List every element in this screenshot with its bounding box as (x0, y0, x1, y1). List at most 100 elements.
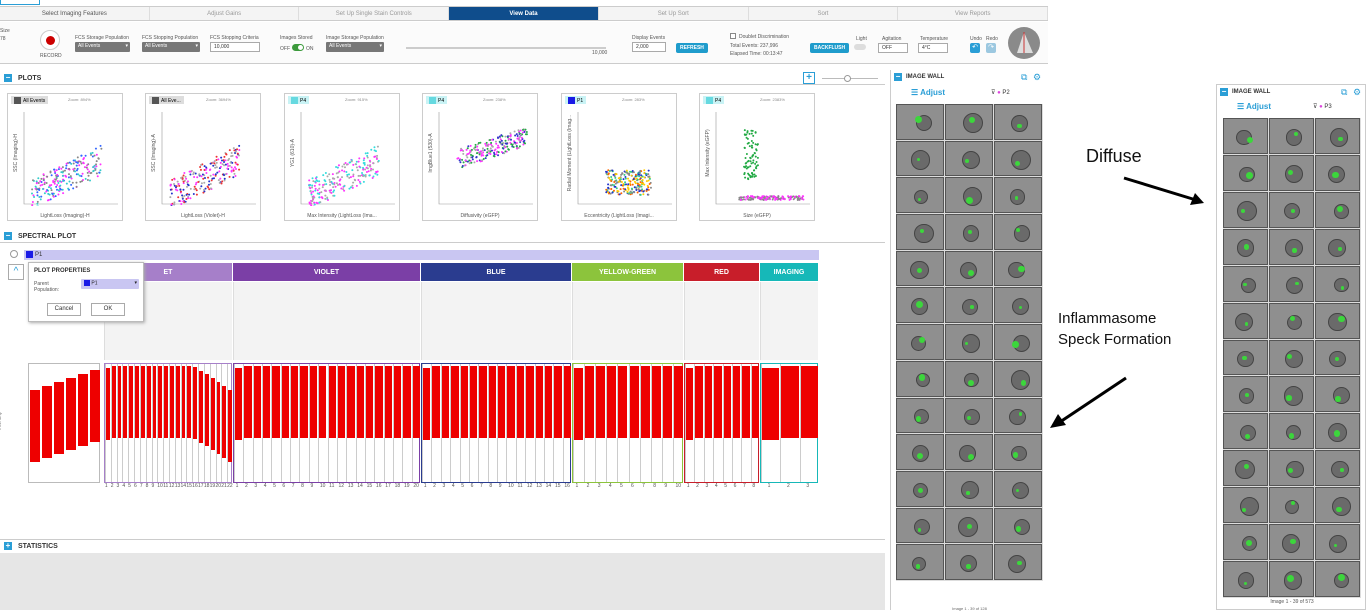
cell-image[interactable] (896, 141, 944, 177)
cell-image[interactable] (1269, 524, 1314, 560)
cell-image[interactable] (1269, 118, 1314, 154)
doublet-checkbox[interactable] (730, 33, 736, 39)
adjust-button[interactable]: ☰ Adjust (1237, 102, 1271, 111)
cell-image[interactable] (945, 361, 993, 397)
image-storage-select[interactable]: All Events (326, 42, 384, 52)
agitation-select[interactable]: OFF (878, 43, 908, 53)
pop-filter[interactable]: ⊽ ● P2 (991, 89, 1010, 96)
event-slider[interactable] (406, 47, 606, 49)
workflow-step[interactable]: Adjust Gains (150, 7, 300, 20)
cell-image[interactable] (994, 104, 1042, 140)
popout-icon[interactable]: ⧉ (1021, 72, 1027, 83)
scatter-plot[interactable] (437, 110, 535, 206)
cell-image[interactable] (1315, 413, 1360, 449)
cell-image[interactable] (1315, 229, 1360, 265)
gear-icon[interactable]: ⚙ (1353, 87, 1361, 98)
cell-image[interactable] (1269, 266, 1314, 302)
cell-image[interactable] (945, 177, 993, 213)
cell-image[interactable] (1315, 303, 1360, 339)
display-events-input[interactable]: 2,000 (632, 42, 666, 52)
workflow-step[interactable]: Select Imaging Features (0, 7, 150, 20)
pop-filter[interactable]: ⊽ ● P3 (1313, 103, 1332, 110)
cell-image[interactable] (896, 104, 944, 140)
ok-button[interactable]: OK (91, 303, 125, 316)
workflow-step[interactable]: Set Up Sort (599, 7, 749, 20)
cell-image[interactable] (896, 544, 944, 580)
cell-image[interactable] (1315, 524, 1360, 560)
cell-image[interactable] (896, 214, 944, 250)
gear-icon[interactable]: ⚙ (1033, 72, 1041, 83)
zoom-slider[interactable] (822, 78, 878, 79)
cell-image[interactable] (994, 177, 1042, 213)
expand-icon[interactable]: + (4, 542, 12, 550)
cell-image[interactable] (945, 251, 993, 287)
cell-image[interactable] (1269, 229, 1314, 265)
spectral-gain-grid[interactable] (233, 282, 420, 360)
refresh-button[interactable]: REFRESH (676, 43, 708, 53)
cell-image[interactable] (1269, 450, 1314, 486)
cell-image[interactable] (945, 544, 993, 580)
cell-image[interactable] (945, 324, 993, 360)
cell-image[interactable] (1269, 413, 1314, 449)
cell-image[interactable] (1315, 192, 1360, 228)
cell-image[interactable] (896, 251, 944, 287)
fcs-stopping-criteria-input[interactable]: 10,000 (210, 42, 260, 52)
undo-icon[interactable]: ↶ (970, 43, 980, 53)
plot-tag[interactable]: P4 (426, 96, 447, 104)
temperature-select[interactable]: 4°C (918, 43, 948, 53)
cell-image[interactable] (945, 141, 993, 177)
plot-tag[interactable]: P4 (703, 96, 724, 104)
spectral-gain-grid[interactable] (572, 282, 683, 360)
spectral-gain-grid[interactable] (421, 282, 571, 360)
backflush-button[interactable]: BACKFLUSH (810, 43, 849, 53)
cell-image[interactable] (945, 434, 993, 470)
collapse-icon[interactable]: − (1220, 88, 1228, 96)
popout-icon[interactable]: ⧉ (1341, 87, 1347, 98)
workflow-step[interactable]: Sort (749, 7, 899, 20)
cell-image[interactable] (945, 398, 993, 434)
collapse-icon[interactable]: − (894, 73, 902, 81)
cell-image[interactable] (1269, 376, 1314, 412)
cell-image[interactable] (994, 398, 1042, 434)
redo-icon[interactable]: ↷ (986, 43, 996, 53)
cell-image[interactable] (994, 214, 1042, 250)
cell-image[interactable] (994, 361, 1042, 397)
images-stored-toggle[interactable] (292, 44, 304, 51)
cell-image[interactable] (1223, 413, 1268, 449)
cell-image[interactable] (945, 104, 993, 140)
cell-image[interactable] (1315, 266, 1360, 302)
parent-select[interactable]: P1 (81, 279, 139, 289)
cell-image[interactable] (1223, 524, 1268, 560)
statistics-section-header[interactable]: + STATISTICS (4, 542, 58, 550)
cell-image[interactable] (994, 287, 1042, 323)
scatter-plot[interactable] (576, 110, 674, 206)
cell-image[interactable] (1223, 487, 1268, 523)
cell-image[interactable] (994, 508, 1042, 544)
collapse-icon[interactable]: − (4, 74, 12, 82)
cell-image[interactable] (896, 361, 944, 397)
adjust-button[interactable]: ☰ Adjust (911, 88, 945, 97)
spectral-gain-grid[interactable] (684, 282, 759, 360)
workflow-step[interactable]: View Reports (898, 7, 1048, 20)
cell-image[interactable] (994, 324, 1042, 360)
scatter-plot[interactable] (22, 110, 120, 206)
cell-image[interactable] (1269, 303, 1314, 339)
cell-image[interactable] (1223, 118, 1268, 154)
cell-image[interactable] (994, 434, 1042, 470)
cell-image[interactable] (896, 324, 944, 360)
plots-section-header[interactable]: − PLOTS (4, 74, 41, 82)
spectral-section-header[interactable]: − SPECTRAL PLOT (4, 232, 76, 240)
workflow-step[interactable]: View Data (449, 7, 599, 20)
cell-image[interactable] (1223, 561, 1268, 597)
cell-image[interactable] (1269, 192, 1314, 228)
cell-image[interactable] (1223, 229, 1268, 265)
fcs-storage-select[interactable]: All Events (75, 42, 130, 52)
cell-image[interactable] (896, 471, 944, 507)
cell-image[interactable] (1223, 155, 1268, 191)
cell-image[interactable] (1315, 376, 1360, 412)
cell-image[interactable] (1315, 561, 1360, 597)
cell-image[interactable] (896, 287, 944, 323)
